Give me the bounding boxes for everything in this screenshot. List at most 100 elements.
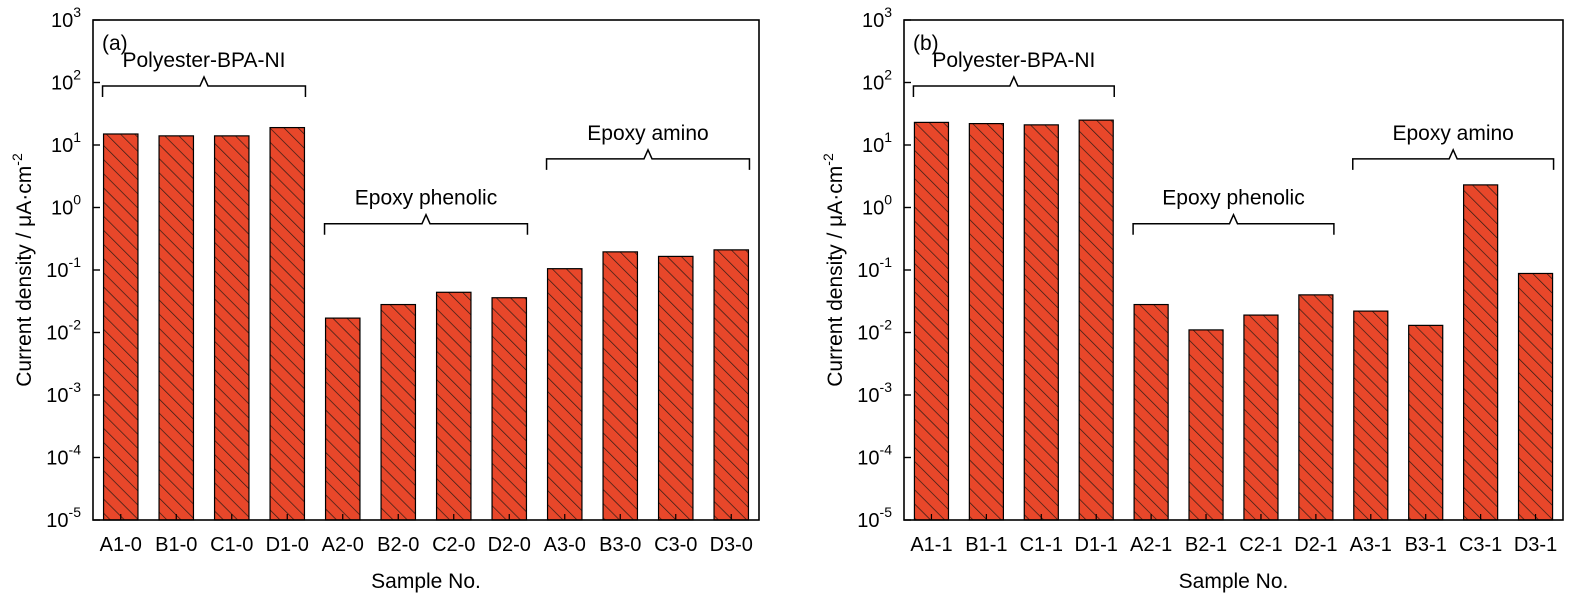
- y-tick-label: 10-2: [857, 317, 892, 345]
- bar-b3-0: [602, 251, 639, 521]
- y-tick-base: 10: [857, 510, 879, 532]
- x-tick-label: D1-1: [1075, 534, 1118, 556]
- x-tick-label: C1-1: [1020, 534, 1063, 556]
- y-tick-exponent: -4: [69, 442, 82, 458]
- y-tick-base: 10: [862, 198, 884, 220]
- x-tick-label: A2-1: [1130, 534, 1172, 556]
- y-axis-label: Current density / μA·cm-2: [820, 153, 847, 387]
- bar-c3-0: [657, 255, 694, 521]
- bar-c1-0: [213, 135, 250, 521]
- bar-a3-1: [1353, 310, 1389, 521]
- x-tick-label: B3-1: [1405, 534, 1447, 556]
- y-tick-base: 10: [862, 135, 884, 157]
- y-tick-base: 10: [51, 135, 73, 157]
- y-tick-exponent: -1: [69, 254, 82, 270]
- group-label: Polyester-BPA-NI: [932, 49, 1095, 72]
- y-tick-base: 10: [857, 260, 879, 282]
- bar-b1-1: [968, 122, 1004, 521]
- y-tick-label: 102: [51, 67, 81, 95]
- y-tick-base: 10: [862, 73, 884, 95]
- y-tick-label: 102: [862, 67, 892, 95]
- y-axis-label-mu: μ: [13, 215, 36, 227]
- y-tick-exponent: -2: [69, 317, 82, 333]
- y-axis-label-mu: μ: [824, 215, 847, 227]
- y-tick-label: 10-3: [857, 379, 892, 407]
- bar-a1-1: [913, 121, 950, 521]
- bar-c2-0: [435, 291, 472, 521]
- group-bracket: [912, 75, 1115, 97]
- x-tick-label: D2-1: [1294, 534, 1337, 556]
- y-tick-label: 101: [51, 129, 81, 157]
- y-tick-base: 10: [857, 385, 879, 407]
- y-tick-base: 10: [51, 198, 73, 220]
- bar-b3-1: [1408, 324, 1444, 521]
- panel-label: (a): [102, 32, 128, 55]
- y-tick-exponent: 3: [73, 4, 81, 20]
- y-tick-exponent: -3: [880, 379, 893, 395]
- x-tick-label: D1-0: [266, 534, 309, 556]
- x-tick-label: C1-0: [210, 534, 253, 556]
- group-label: Epoxy amino: [587, 122, 708, 145]
- y-tick-label: 103: [51, 4, 81, 32]
- y-tick-exponent: -1: [880, 254, 893, 270]
- x-tick-label: C3-1: [1459, 534, 1502, 556]
- y-tick-label: 10-4: [857, 442, 892, 470]
- y-axis-label-unit: A·cm: [824, 166, 847, 215]
- y-tick-exponent: -3: [69, 379, 82, 395]
- y-tick-label: 10-3: [46, 379, 81, 407]
- group-bracket: [1132, 212, 1335, 235]
- y-tick-exponent: 2: [73, 67, 81, 83]
- x-tick-label: C2-1: [1239, 534, 1282, 556]
- y-tick-exponent: 1: [73, 129, 81, 145]
- x-tick-label: C2-0: [432, 534, 475, 556]
- x-axis-label: Sample No.: [371, 570, 481, 593]
- x-tick-label: D2-0: [488, 534, 531, 556]
- panel-label: (b): [913, 32, 939, 55]
- x-tick-label: A3-1: [1350, 534, 1392, 556]
- x-tick-label: D3-0: [710, 534, 753, 556]
- bar-c3-1: [1462, 184, 1499, 521]
- bar-d1-1: [1078, 119, 1114, 521]
- bar-b1-0: [158, 135, 195, 521]
- y-tick-label: 10-1: [46, 254, 81, 282]
- y-tick-label: 10-2: [46, 317, 81, 345]
- y-tick-exponent: 0: [884, 192, 892, 208]
- y-tick-label: 10-5: [46, 504, 81, 532]
- group-label: Epoxy amino: [1392, 122, 1513, 145]
- y-tick-base: 10: [46, 510, 68, 532]
- y-tick-exponent: -5: [880, 504, 893, 520]
- x-tick-label: B3-0: [599, 534, 641, 556]
- y-tick-exponent: 3: [884, 4, 892, 20]
- group-label: Epoxy phenolic: [1162, 187, 1304, 210]
- y-tick-label: 10-1: [857, 254, 892, 282]
- bar-a1-0: [102, 133, 139, 521]
- y-tick-label: 10-5: [857, 504, 892, 532]
- y-tick-label: 10-4: [46, 442, 81, 470]
- bar-d3-0: [713, 249, 750, 521]
- y-tick-base: 10: [857, 448, 879, 470]
- bar-d2-0: [491, 297, 528, 521]
- y-axis-label-unit: A·cm: [13, 166, 36, 215]
- group-bracket: [101, 75, 307, 97]
- y-tick-base: 10: [857, 323, 879, 345]
- x-tick-label: B2-0: [377, 534, 419, 556]
- x-tick-label: A1-1: [910, 534, 952, 556]
- y-tick-base: 10: [46, 385, 68, 407]
- group-label: Polyester-BPA-NI: [123, 49, 286, 72]
- y-tick-exponent: -4: [880, 442, 893, 458]
- x-tick-label: D3-1: [1514, 534, 1557, 556]
- y-tick-exponent: -2: [880, 317, 893, 333]
- bar-a2-0: [324, 317, 361, 521]
- x-tick-label: A2-0: [322, 534, 364, 556]
- bar-d1-0: [269, 126, 306, 521]
- bar-b2-0: [380, 303, 417, 521]
- bar-d2-1: [1298, 294, 1334, 521]
- y-axis-label-main: Current density /: [824, 227, 847, 387]
- y-axis-label-exponent: -2: [9, 153, 25, 166]
- y-tick-label: 100: [51, 192, 81, 220]
- x-tick-label: C3-0: [654, 534, 697, 556]
- x-tick-label: B2-1: [1185, 534, 1227, 556]
- x-tick-label: A1-0: [100, 534, 142, 556]
